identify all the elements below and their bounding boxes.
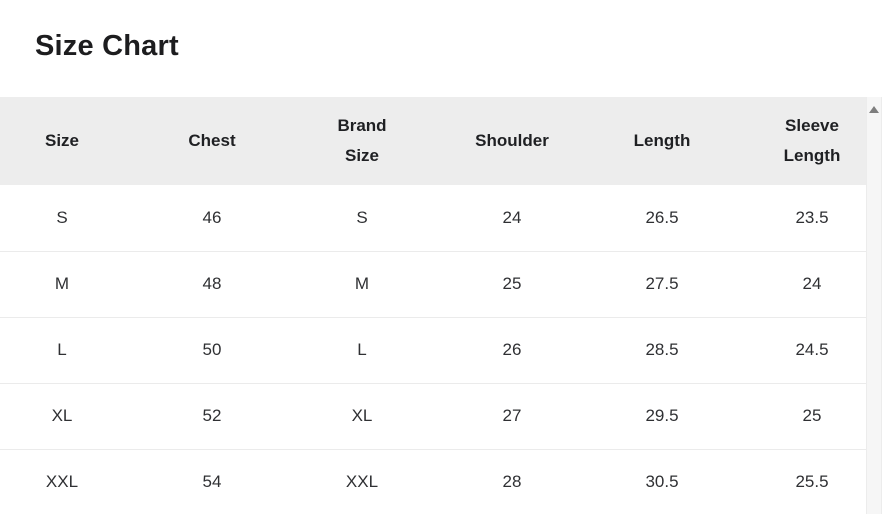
table-row: M 48 M 25 27.5 24	[0, 251, 882, 318]
table-row: S 46 S 24 26.5 23.5	[0, 185, 882, 252]
table-row: XXL 54 XXL 28 30.5 25.5	[0, 449, 882, 514]
table-cell: L	[0, 317, 137, 384]
table-cell: 52	[137, 383, 287, 450]
table-cell: M	[0, 251, 137, 318]
table-cell: L	[287, 317, 437, 384]
table-cell: 30.5	[587, 449, 737, 514]
table-cell: 26.5	[587, 185, 737, 252]
column-header: Sleeve Length	[737, 97, 882, 185]
table-cell: 48	[137, 251, 287, 318]
table-cell: XL	[0, 383, 137, 450]
table-cell: XXL	[0, 449, 137, 514]
table-header: Size Chest Brand Size Shoulder Length Sleeve …	[0, 97, 882, 185]
table-cell: XXL	[287, 449, 437, 514]
table-cell: 27.5	[587, 251, 737, 318]
table-cell: S	[287, 185, 437, 252]
column-header-label: Length	[633, 131, 691, 150]
table-cell: 46	[137, 185, 287, 252]
table-cell: 24.5	[737, 317, 882, 384]
page-title: Size Chart	[35, 30, 179, 62]
table-cell: 26	[437, 317, 587, 384]
column-header-label: Shoulder	[475, 131, 549, 150]
table-cell: M	[287, 251, 437, 318]
table-cell: 50	[137, 317, 287, 384]
table-cell: 24	[437, 185, 587, 252]
table-cell: 24	[737, 251, 882, 318]
table-cell: 29.5	[587, 383, 737, 450]
table-cell: 54	[137, 449, 287, 514]
table-cell: 27	[437, 383, 587, 450]
size-chart-table: Size Chest Brand Size Shoulder Length Sleeve …	[0, 97, 882, 514]
table-cell: 25	[437, 251, 587, 318]
table-cell: S	[0, 185, 137, 252]
column-header-label: Chest	[188, 131, 236, 150]
scroll-up-button[interactable]	[867, 97, 881, 117]
column-header: Shoulder	[437, 97, 587, 185]
table-header-row: Size Chest Brand Size Shoulder Length Sleeve …	[0, 97, 882, 185]
column-header-label: Size	[44, 131, 80, 150]
table-row: XL 52 XL 27 29.5 25	[0, 383, 882, 450]
column-header: Size	[0, 97, 137, 185]
column-header: Length	[587, 97, 737, 185]
arrow-up-icon	[869, 105, 879, 113]
table-cell: XL	[287, 383, 437, 450]
size-chart-table-container: Size Chest Brand Size Shoulder Length Sleeve …	[0, 97, 882, 514]
table-body: S 46 S 24 26.5 23.5 M 48 M 25 27.5 24 L 50 L 26 28.5 24.5…	[0, 185, 882, 514]
table-cell: 28	[437, 449, 587, 514]
table-cell: 28.5	[587, 317, 737, 384]
column-header: Brand Size	[287, 97, 437, 185]
column-header-label: Brand Size	[337, 116, 387, 165]
table-cell: 25.5	[737, 449, 882, 514]
table-cell: 23.5	[737, 185, 882, 252]
table-cell: 25	[737, 383, 882, 450]
vertical-scrollbar[interactable]	[866, 97, 882, 514]
column-header-label: Sleeve Length	[783, 116, 841, 165]
table-row: L 50 L 26 28.5 24.5	[0, 317, 882, 384]
column-header: Chest	[137, 97, 287, 185]
